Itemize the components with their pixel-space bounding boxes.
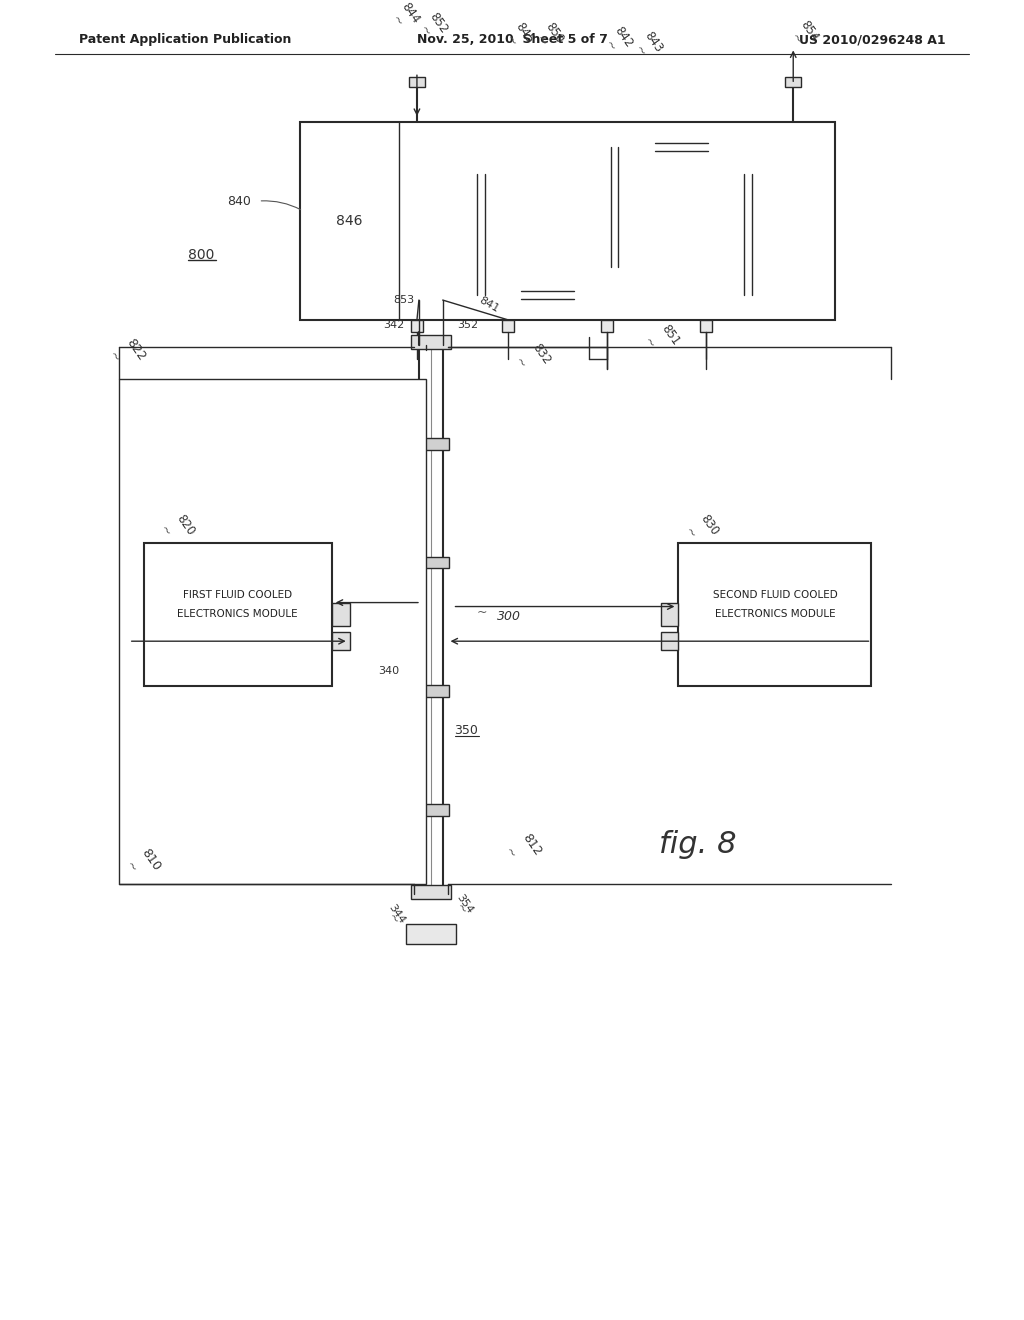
Text: ~: ~ [384,911,401,927]
Bar [785,78,801,87]
Text: 344: 344 [387,903,407,925]
Text: fig. 8: fig. 8 [659,830,737,859]
Text: ~: ~ [389,13,406,29]
Text: 350: 350 [455,725,478,738]
Text: Nov. 25, 2010  Sheet 5 of 7: Nov. 25, 2010 Sheet 5 of 7 [417,33,607,46]
Bar [413,557,449,569]
Text: SECOND FLUID COOLED: SECOND FLUID COOLED [713,590,838,599]
Bar [660,602,678,627]
Text: 845: 845 [513,20,537,45]
Bar [601,319,613,331]
Bar [678,543,871,686]
Bar [411,886,451,899]
Text: ~: ~ [532,33,550,49]
Text: 822: 822 [124,337,148,363]
Bar [411,335,451,348]
Text: ~: ~ [632,42,648,58]
Text: ~: ~ [512,354,528,371]
Text: 844: 844 [399,0,423,26]
Text: Patent Application Publication: Patent Application Publication [79,33,292,46]
Bar [502,319,514,331]
Text: 850: 850 [543,20,566,45]
Bar [413,438,449,450]
Text: 832: 832 [529,342,553,367]
Text: 840: 840 [226,194,251,207]
Text: 342: 342 [383,319,404,330]
Text: ~: ~ [602,37,618,54]
Text: ~: ~ [640,334,657,351]
Bar [411,319,423,331]
Text: ~: ~ [682,525,698,541]
Text: 810: 810 [138,846,163,873]
Text: ~: ~ [503,33,520,49]
Text: 300: 300 [497,610,521,623]
Text: ~: ~ [502,845,518,861]
Bar [409,78,425,87]
Text: 830: 830 [698,512,722,537]
Text: 352: 352 [458,319,478,330]
Bar [660,632,678,651]
Text: 843: 843 [642,30,666,55]
Text: ~: ~ [788,30,805,46]
Text: 340: 340 [378,667,399,676]
Bar [332,632,349,651]
Bar [413,804,449,816]
Bar [332,602,349,627]
Text: 846: 846 [336,214,362,228]
Text: 854: 854 [798,18,821,44]
Text: ~: ~ [123,858,139,875]
Text: 842: 842 [612,25,636,50]
Text: ELECTRONICS MODULE: ELECTRONICS MODULE [177,610,298,619]
Text: 841: 841 [477,296,501,314]
Text: 820: 820 [173,512,197,537]
Bar [143,543,332,686]
Text: 354: 354 [455,892,475,916]
Bar [300,121,835,319]
Text: ~: ~ [453,902,469,917]
Text: US 2010/0296248 A1: US 2010/0296248 A1 [799,33,946,46]
Text: ~: ~ [417,22,433,38]
Text: 812: 812 [520,832,544,858]
Text: 852: 852 [427,11,451,36]
Bar [119,379,426,884]
Bar [407,924,456,944]
Text: ~: ~ [477,606,487,619]
Bar [700,319,712,331]
Bar [413,685,449,697]
Text: FIRST FLUID COOLED: FIRST FLUID COOLED [183,590,292,599]
Text: 851: 851 [658,322,682,347]
Text: 853: 853 [393,296,414,305]
Text: ~: ~ [105,348,122,364]
Text: ELECTRONICS MODULE: ELECTRONICS MODULE [715,610,836,619]
Text: 800: 800 [188,248,215,263]
Text: ~: ~ [157,523,174,539]
